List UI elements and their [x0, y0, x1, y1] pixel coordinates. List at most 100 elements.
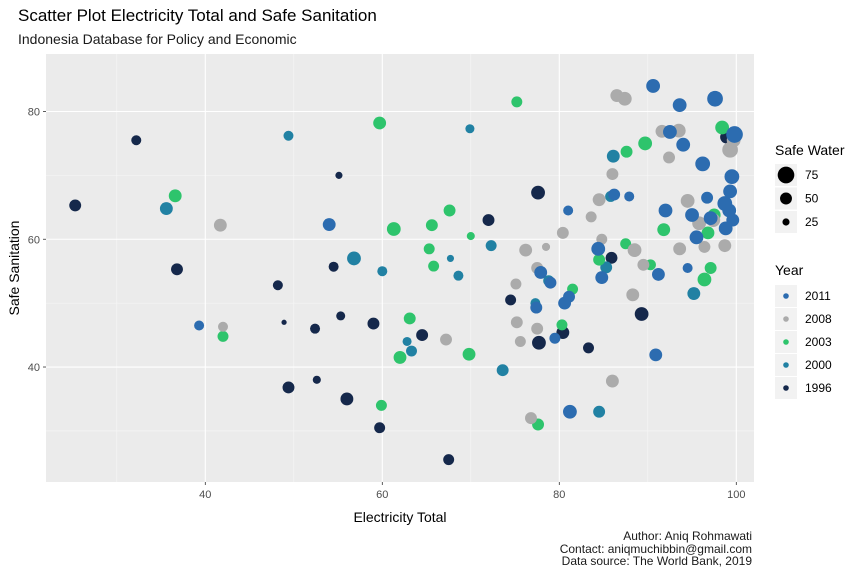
data-point-2008: [718, 239, 732, 253]
data-point-2003: [423, 243, 435, 255]
data-point-2008: [592, 193, 606, 207]
y-tick-label: 80: [28, 106, 40, 118]
data-point-2003: [443, 204, 456, 217]
data-point-2000: [406, 345, 417, 357]
color-legend: Year 2011 2008 2003 2000 1996: [775, 262, 832, 399]
data-point-1996: [374, 422, 386, 434]
data-point-2008: [698, 240, 711, 253]
data-point-2008: [617, 91, 632, 106]
data-point-2003: [403, 312, 416, 325]
data-point-2008: [663, 151, 675, 164]
data-point-2000: [465, 124, 475, 134]
size-legend-dot: [777, 166, 795, 184]
data-point-2003: [373, 116, 387, 130]
size-legend-label: 75: [805, 168, 819, 182]
data-point-2011: [701, 191, 714, 204]
color-legend-label: 2011: [805, 289, 831, 303]
data-point-1996: [328, 261, 339, 272]
color-legend-title: Year: [775, 262, 804, 278]
color-legend-dot: [783, 362, 789, 368]
data-point-2011: [676, 137, 691, 152]
data-point-1996: [272, 280, 283, 291]
data-point-2000: [402, 336, 412, 346]
data-point-2011: [724, 169, 740, 185]
data-point-2011: [658, 203, 673, 218]
data-point-1996: [69, 199, 82, 212]
data-point-2011: [624, 191, 635, 202]
data-point-2011: [649, 348, 663, 362]
data-point-2008: [627, 243, 642, 258]
data-point-2008: [510, 316, 523, 329]
y-axis-title: Safe Sanitation: [6, 221, 22, 316]
data-point-2000: [453, 270, 464, 281]
data-point-2008: [637, 258, 650, 271]
data-point-2000: [283, 130, 294, 141]
data-point-2003: [428, 260, 440, 272]
data-point-2011: [563, 404, 577, 419]
data-point-2003: [393, 351, 407, 364]
data-point-2003: [375, 399, 387, 411]
data-point-2008: [541, 242, 551, 251]
data-point-2003: [638, 136, 653, 151]
color-legend-dot: [783, 339, 789, 345]
data-point-1996: [336, 311, 346, 321]
size-legend-dot: [782, 218, 790, 226]
data-point-2011: [663, 125, 677, 139]
data-point-2000: [159, 202, 173, 216]
data-point-2000: [606, 149, 620, 163]
data-point-2003: [168, 189, 182, 203]
data-point-2011: [672, 98, 687, 113]
data-point-2000: [485, 240, 497, 252]
data-point-2003: [620, 145, 633, 158]
data-point-2008: [606, 168, 619, 181]
data-point-2008: [213, 218, 227, 232]
data-point-2003: [620, 238, 632, 250]
data-point-1996: [282, 381, 295, 394]
data-point-1996: [310, 323, 321, 334]
plot-panel: [46, 54, 754, 482]
data-point-1996: [131, 135, 142, 146]
data-point-2008: [531, 322, 544, 335]
data-point-2008: [673, 242, 687, 256]
data-point-2011: [534, 266, 548, 279]
data-point-1996: [335, 171, 343, 179]
axis-ticks: 40 60 80 100 40 60 80: [28, 106, 746, 501]
data-point-2000: [347, 251, 361, 266]
data-point-2008: [556, 226, 569, 239]
data-point-2000: [377, 266, 388, 277]
data-point-2011: [726, 213, 740, 227]
color-legend-label: 2003: [805, 335, 832, 349]
data-point-2011: [549, 332, 561, 344]
data-point-1996: [281, 319, 287, 325]
data-point-2003: [466, 232, 475, 241]
caption-contact: Contact: aniqmuchibbin@gmail.com: [559, 541, 752, 556]
caption-author: Author: Aniq Rohmawati: [623, 529, 752, 543]
data-point-2003: [556, 319, 568, 331]
caption-source: Data source: The World Bank, 2019: [561, 554, 752, 568]
color-legend-dot: [783, 316, 789, 322]
data-point-2011: [651, 267, 665, 281]
x-tick-label: 100: [727, 489, 745, 501]
data-point-2011: [563, 205, 574, 216]
data-point-2011: [595, 271, 609, 285]
data-point-2003: [701, 226, 715, 240]
data-point-1996: [505, 294, 517, 306]
data-point-2011: [646, 79, 661, 93]
data-point-2011: [322, 218, 336, 231]
data-point-2000: [496, 364, 509, 377]
size-legend-label: 25: [805, 215, 819, 229]
data-point-2011: [530, 301, 543, 314]
color-legend-dot: [783, 293, 789, 299]
data-point-2003: [511, 96, 523, 108]
data-point-1996: [634, 307, 649, 321]
data-point-2003: [593, 253, 606, 266]
data-point-1996: [482, 214, 495, 227]
data-point-2008: [525, 412, 537, 425]
data-point-2011: [608, 188, 621, 201]
x-axis-title: Electricity Total: [353, 509, 446, 525]
data-point-1996: [531, 185, 545, 200]
data-point-2008: [440, 333, 452, 346]
data-point-2008: [519, 243, 533, 257]
data-point-2011: [703, 211, 718, 226]
data-point-2000: [446, 254, 455, 262]
